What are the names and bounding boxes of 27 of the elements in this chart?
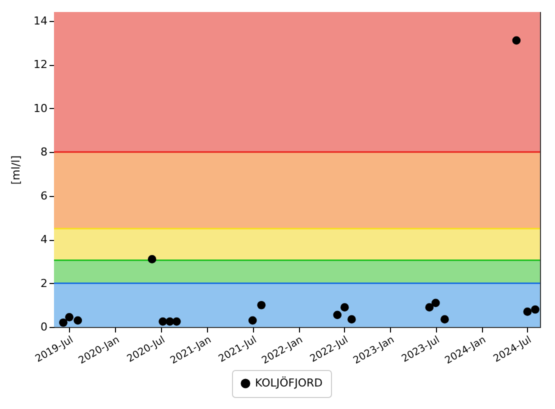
y-tick-label: 8 [40,146,48,158]
y-tick-label: 10 [34,102,48,115]
point [531,305,540,314]
point [172,317,181,326]
point [340,303,349,312]
point [148,255,156,264]
point [333,310,342,320]
point [65,312,74,322]
y-tick-label: 14 [34,14,48,28]
point [59,318,68,327]
point [158,317,168,326]
point [425,303,434,312]
y-tick-label: 0 [40,320,48,334]
y-tick-label: 4 [40,233,48,246]
y-tick-label: 12 [34,58,48,71]
point [257,300,266,310]
legend-label: KOLJÖFJORD [255,376,323,390]
y-tick-label: 2 [40,276,48,290]
point [74,316,82,325]
point [248,316,257,325]
point [523,308,532,316]
y-tick-label: 6 [40,189,48,202]
point [512,36,521,45]
point [347,315,356,324]
point [431,298,440,308]
point [440,315,449,324]
y-axis-title: [ml/l] [10,155,23,185]
